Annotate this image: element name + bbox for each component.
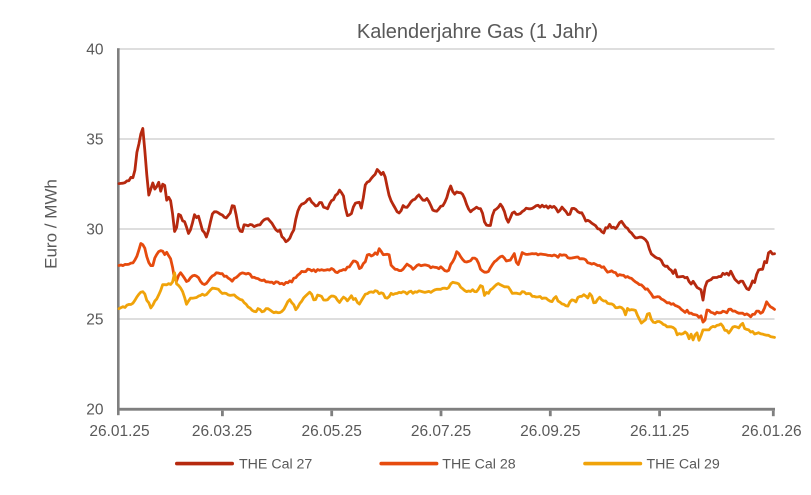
svg-text:26.03.25: 26.03.25 bbox=[192, 423, 252, 440]
svg-text:THE Cal 29: THE Cal 29 bbox=[647, 457, 720, 473]
svg-text:40: 40 bbox=[86, 42, 104, 59]
svg-text:25: 25 bbox=[86, 312, 103, 329]
svg-text:26.11.25: 26.11.25 bbox=[630, 423, 689, 440]
svg-text:26.01.26: 26.01.26 bbox=[741, 423, 801, 440]
svg-text:Kalenderjahre Gas (1 Jahr): Kalenderjahre Gas (1 Jahr) bbox=[357, 21, 598, 43]
svg-text:26.09.25: 26.09.25 bbox=[520, 423, 580, 440]
svg-text:26.01.25: 26.01.25 bbox=[89, 423, 149, 440]
svg-text:20: 20 bbox=[86, 402, 104, 419]
svg-text:26.05.25: 26.05.25 bbox=[302, 423, 362, 440]
svg-text:30: 30 bbox=[86, 222, 104, 239]
svg-text:THE Cal 27: THE Cal 27 bbox=[239, 457, 312, 473]
svg-text:26.07.25: 26.07.25 bbox=[411, 423, 471, 440]
svg-text:THE Cal 28: THE Cal 28 bbox=[442, 457, 515, 473]
svg-text:35: 35 bbox=[86, 132, 103, 149]
svg-text:Euro / MWh: Euro / MWh bbox=[42, 179, 61, 269]
